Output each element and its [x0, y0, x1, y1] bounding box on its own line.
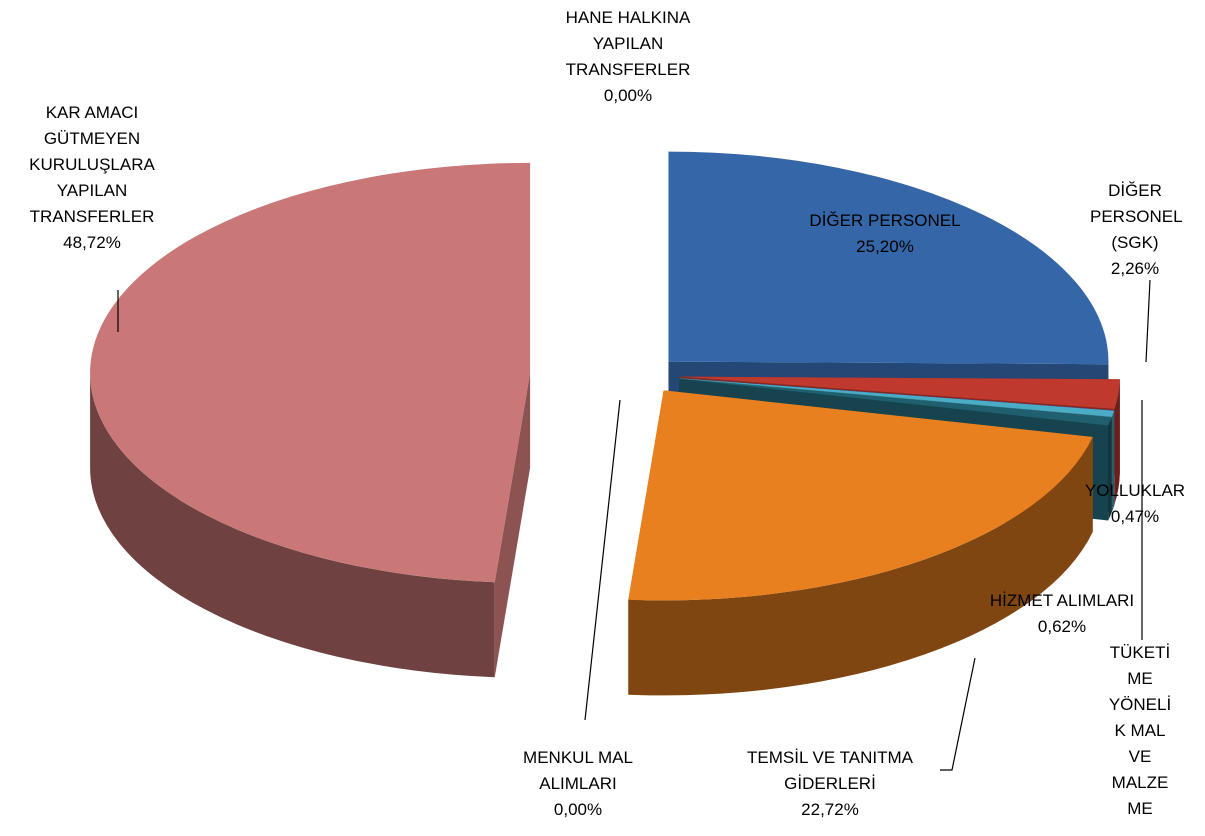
value-label: 2,26% [1110, 259, 1160, 278]
slice-top [679, 376, 1120, 409]
category-label: DİĞER PERSONEL (SGK) [1090, 181, 1183, 252]
category-label: HİZMET ALIMLARI [989, 591, 1135, 610]
category-label: DİĞER PERSONEL [809, 211, 961, 230]
slice-side [1114, 379, 1120, 504]
data-label: MENKUL MAL ALIMLARI 0,00% [503, 745, 653, 823]
data-label: DİĞER PERSONEL (SGK) 2,26% [1090, 178, 1183, 282]
slice-top [628, 390, 1093, 601]
leader-line [1145, 279, 1151, 363]
data-label: HANE HALKINA YAPILAN TRANSFERLER 0,00% [538, 5, 718, 109]
value-label: 0,62% [1037, 617, 1087, 636]
data-label: YOLLUKLAR 0,47% [1075, 478, 1195, 530]
data-label: KAR AMACI GÜTMEYEN KURULUŞLARA YAPILAN T… [5, 100, 180, 256]
slice-side [1108, 417, 1112, 521]
leader-line [940, 657, 976, 771]
slice-side [1111, 410, 1115, 512]
slice-top [679, 377, 1115, 411]
data-label: TEMSİL VE TANITMA GİDERLERİ 22,72% [740, 745, 920, 823]
category-label: KAR AMACI GÜTMEYEN KURULUŞLARA YAPILAN T… [29, 103, 155, 226]
slice-side [90, 372, 495, 678]
slice-top [679, 378, 1112, 426]
data-label: TÜKETİME YÖNELİK MAL VE MALZEME [1107, 640, 1173, 822]
leader-line [584, 399, 621, 721]
data-label: HİZMET ALIMLARI 0,62% [972, 588, 1152, 640]
category-label: TÜKETİME YÖNELİK MAL VE MALZEME [1108, 643, 1172, 818]
slice-wall [494, 372, 531, 678]
value-label: 25,20% [856, 237, 914, 256]
category-label: HANE HALKINA YAPILAN TRANSFERLER [565, 8, 691, 79]
value-label: 0,47% [1110, 507, 1160, 526]
category-label: TEMSİL VE TANITMA GİDERLERİ [747, 748, 913, 793]
value-label: 22,72% [801, 800, 859, 819]
slice [628, 390, 1093, 696]
data-label: DİĞER PERSONEL 25,20% [775, 208, 995, 260]
slice-top [90, 162, 531, 583]
category-label: MENKUL MAL ALIMLARI [523, 748, 633, 793]
value-label: 0,00% [603, 86, 653, 105]
value-label: 0,00% [553, 800, 603, 819]
value-label: 48,72% [63, 233, 121, 252]
slice-top [668, 151, 1109, 365]
category-label: YOLLUKLAR [1084, 481, 1186, 500]
slice [90, 162, 531, 678]
slice-top [679, 378, 1115, 417]
slice-side [628, 436, 1093, 696]
